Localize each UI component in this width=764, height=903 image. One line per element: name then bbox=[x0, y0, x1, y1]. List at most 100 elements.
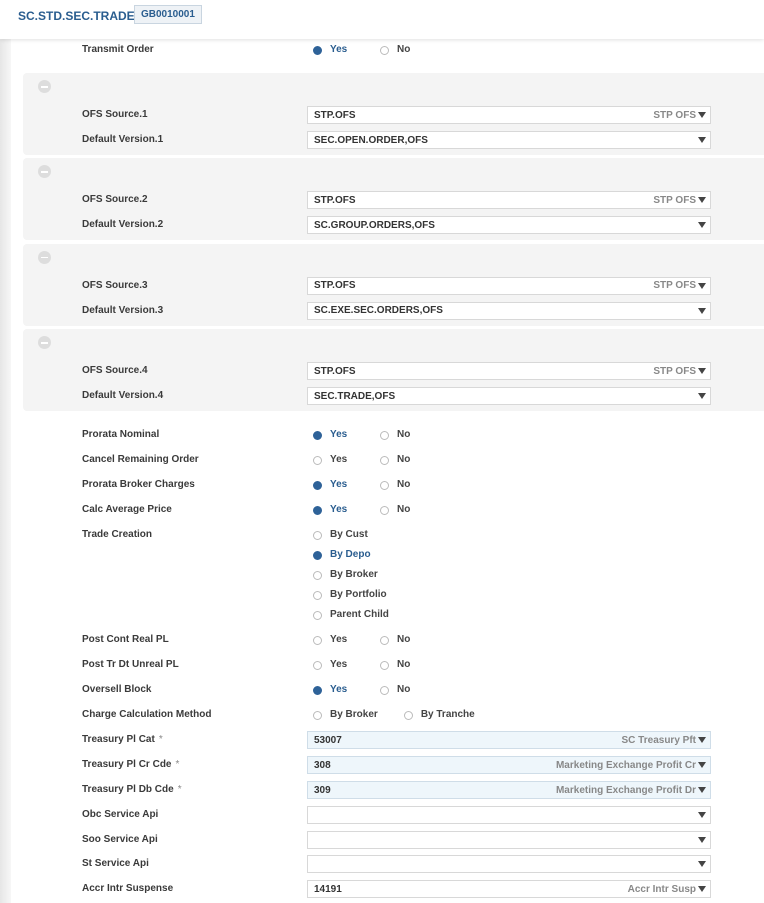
radio-option[interactable]: By Tranche bbox=[403, 708, 501, 722]
radio-button[interactable] bbox=[313, 505, 322, 515]
input-value: STP.OFS bbox=[314, 109, 356, 121]
radio-option[interactable]: No bbox=[380, 658, 447, 672]
input-field[interactable]: STP.OFS STP OFS bbox=[307, 276, 711, 295]
radio-group: Yes No bbox=[313, 683, 447, 697]
radio-option[interactable]: No bbox=[380, 453, 447, 467]
field-label: St Service Api bbox=[82, 857, 149, 871]
radio-button[interactable] bbox=[313, 45, 322, 55]
radio-option[interactable]: Yes bbox=[313, 658, 380, 672]
input-field[interactable]: 14191 Accr Intr Susp bbox=[307, 880, 711, 899]
dropdown-arrow[interactable] bbox=[698, 811, 706, 819]
radio-option[interactable]: Yes bbox=[313, 478, 380, 492]
input-field[interactable] bbox=[307, 830, 711, 849]
radio-label: No bbox=[397, 659, 411, 670]
collapse-icon[interactable] bbox=[38, 336, 51, 350]
field-label: OFS Source.2 bbox=[82, 193, 148, 207]
input-field[interactable]: SC.EXE.SEC.ORDERS,OFS bbox=[307, 301, 711, 320]
radio-option[interactable]: No bbox=[380, 633, 447, 647]
radio-button[interactable] bbox=[380, 480, 389, 490]
arrow-shape bbox=[698, 112, 706, 118]
input-field[interactable] bbox=[307, 855, 711, 874]
input-field[interactable]: 308 Marketing Exchange Profit Cr bbox=[307, 756, 711, 774]
field-label: Treasury Pl Db Cde * bbox=[82, 783, 182, 797]
dropdown-arrow[interactable] bbox=[698, 221, 706, 229]
radio-button[interactable] bbox=[380, 660, 389, 670]
radio-button[interactable] bbox=[313, 430, 322, 440]
input-field[interactable]: SC.GROUP.ORDERS,OFS bbox=[307, 216, 711, 235]
radio-option[interactable]: No bbox=[380, 428, 447, 442]
input-field[interactable]: STP.OFS STP OFS bbox=[307, 191, 711, 210]
radio-button[interactable] bbox=[313, 590, 322, 600]
radio-option[interactable]: Yes bbox=[313, 633, 380, 647]
collapse-icon[interactable] bbox=[38, 80, 51, 93]
radio-button[interactable] bbox=[313, 570, 322, 580]
radio-option[interactable]: By Broker bbox=[313, 708, 404, 722]
radio-option[interactable]: No bbox=[380, 478, 447, 492]
dropdown-arrow[interactable] bbox=[698, 761, 706, 769]
label-text: Post Cont Real PL bbox=[82, 634, 169, 645]
radio-group: Yes No bbox=[313, 658, 447, 672]
dropdown-arrow[interactable] bbox=[698, 885, 706, 893]
required-marker: * bbox=[177, 784, 182, 795]
radio-option[interactable]: Yes bbox=[313, 43, 380, 57]
radio-option[interactable]: By Depo bbox=[313, 545, 415, 565]
input-field[interactable]: SEC.TRADE,OFS bbox=[307, 387, 711, 406]
dropdown-arrow[interactable] bbox=[698, 136, 706, 144]
radio-option[interactable]: Yes bbox=[313, 428, 380, 442]
radio-group: Yes No bbox=[313, 453, 447, 467]
dropdown-arrow[interactable] bbox=[698, 196, 706, 204]
input-value: 53007 bbox=[314, 734, 342, 746]
dropdown-arrow[interactable] bbox=[698, 392, 706, 400]
radio-button[interactable] bbox=[313, 480, 322, 490]
arrow-shape bbox=[698, 861, 706, 868]
radio-button[interactable] bbox=[313, 710, 322, 720]
radio-button[interactable] bbox=[380, 505, 389, 515]
input-field[interactable]: STP.OFS STP OFS bbox=[307, 106, 711, 124]
radio-group: Yes No bbox=[313, 43, 447, 57]
radio-option[interactable]: Yes bbox=[313, 683, 380, 697]
radio-button[interactable] bbox=[313, 685, 322, 695]
dropdown-arrow[interactable] bbox=[698, 786, 706, 794]
radio-option[interactable]: No bbox=[380, 503, 447, 517]
label-text: Charge Calculation Method bbox=[82, 709, 212, 720]
radio-option[interactable]: By Portfolio bbox=[313, 585, 415, 605]
input-field[interactable]: 309 Marketing Exchange Profit Dr bbox=[307, 781, 711, 799]
radio-button[interactable] bbox=[380, 685, 389, 695]
radio-button[interactable] bbox=[313, 530, 322, 540]
radio-button[interactable] bbox=[380, 455, 389, 465]
radio-option[interactable]: By Cust bbox=[313, 525, 415, 545]
radio-option[interactable]: No bbox=[380, 683, 447, 697]
radio-button[interactable] bbox=[313, 610, 322, 620]
input-field[interactable]: SEC.OPEN.ORDER,OFS bbox=[307, 131, 711, 149]
radio-button[interactable] bbox=[313, 635, 322, 645]
radio-option[interactable]: By Broker bbox=[313, 565, 415, 585]
radio-option[interactable]: Yes bbox=[313, 503, 380, 517]
input-field[interactable] bbox=[307, 806, 711, 824]
dropdown-arrow[interactable] bbox=[698, 860, 706, 868]
input-field[interactable]: 53007 SC Treasury Pft bbox=[307, 731, 711, 749]
arrow-shape bbox=[698, 886, 706, 893]
collapse-icon[interactable] bbox=[38, 250, 51, 264]
radio-button[interactable] bbox=[313, 455, 322, 465]
radio-button[interactable] bbox=[313, 550, 322, 560]
radio-option[interactable]: Yes bbox=[313, 453, 380, 467]
radio-button[interactable] bbox=[380, 45, 389, 55]
record-id: GB0010001 bbox=[134, 5, 202, 24]
dropdown-arrow[interactable] bbox=[698, 736, 706, 744]
input-field[interactable]: STP.OFS STP OFS bbox=[307, 362, 711, 381]
radio-option[interactable]: Parent Child bbox=[313, 605, 415, 625]
dropdown-arrow[interactable] bbox=[698, 111, 706, 119]
dropdown-arrow[interactable] bbox=[698, 307, 706, 315]
radio-button[interactable] bbox=[403, 710, 413, 720]
radio-label: Parent Child bbox=[330, 609, 389, 620]
radio-button[interactable] bbox=[380, 430, 389, 440]
field-label: Trade Creation bbox=[82, 528, 152, 542]
radio-option[interactable]: No bbox=[380, 43, 447, 57]
dropdown-arrow[interactable] bbox=[698, 367, 706, 375]
radio-button[interactable] bbox=[380, 635, 389, 645]
collapse-icon[interactable] bbox=[38, 165, 51, 179]
dropdown-arrow[interactable] bbox=[698, 836, 706, 844]
radio-button[interactable] bbox=[313, 660, 322, 670]
enrichment: STP OFS bbox=[653, 365, 696, 377]
dropdown-arrow[interactable] bbox=[698, 282, 706, 290]
